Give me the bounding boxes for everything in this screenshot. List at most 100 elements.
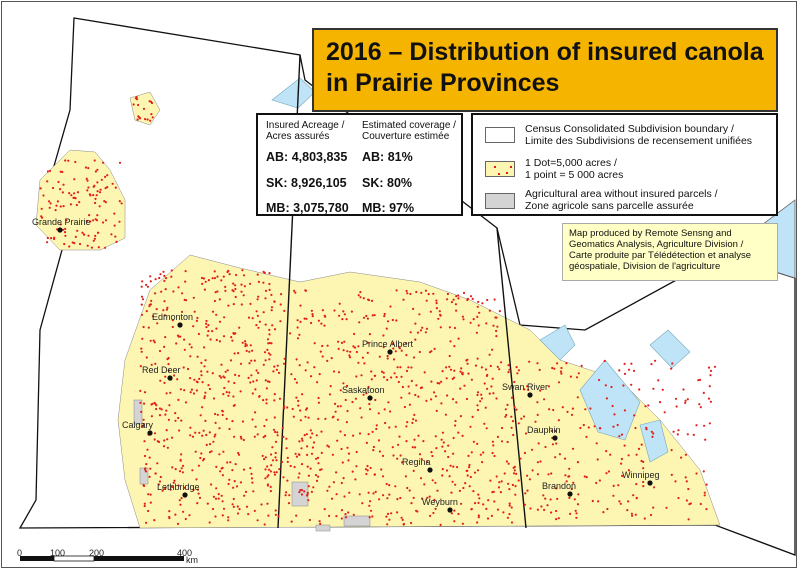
city-marker (182, 492, 188, 498)
canola-dot (158, 276, 161, 280)
canola-dot (531, 469, 534, 472)
canola-dot (218, 340, 221, 343)
canola-dot (164, 375, 167, 378)
canola-dot (192, 296, 195, 299)
canola-dot (440, 438, 443, 441)
canola-dot (269, 470, 272, 473)
canola-dot (263, 424, 266, 428)
insured-canola-dots (39, 96, 717, 527)
canola-dot (328, 393, 332, 396)
canola-dot (265, 402, 268, 405)
canola-dot (199, 456, 202, 460)
canola-dot (41, 216, 44, 219)
canola-dot (147, 493, 150, 496)
canola-dot (576, 461, 580, 464)
canola-dot (173, 374, 176, 377)
canola-dot (410, 502, 413, 505)
canola-dot (548, 408, 551, 411)
canola-dot (380, 468, 383, 471)
canola-dot (297, 404, 300, 407)
canola-dot (289, 332, 292, 335)
canola-dot (154, 292, 157, 295)
canola-dot (242, 294, 245, 297)
city-label: Prince Albert (362, 339, 414, 349)
canola-dot (96, 181, 99, 184)
canola-dot (435, 447, 438, 450)
canola-dot (627, 454, 630, 457)
canola-dot (194, 431, 197, 434)
canola-dot (342, 349, 345, 352)
canola-dot (268, 358, 271, 361)
canola-dot (503, 472, 506, 475)
canola-dot (239, 435, 242, 438)
canola-dot (192, 392, 196, 395)
canola-dot (241, 341, 244, 344)
canola-dot (399, 454, 402, 457)
canola-dot (332, 370, 336, 373)
canola-dot (143, 504, 146, 508)
canola-dot (565, 480, 568, 483)
canola-dot (290, 373, 293, 376)
canola-dot (571, 407, 575, 410)
canola-dot (245, 505, 249, 508)
canola-dot (618, 500, 621, 503)
canola-dot (153, 438, 156, 441)
canola-dot (338, 302, 341, 305)
canola-dot (430, 380, 433, 383)
canola-dot (486, 387, 489, 390)
canola-dot (439, 326, 442, 329)
canola-dot (216, 413, 219, 416)
canola-dot (159, 379, 162, 382)
canola-dot (140, 347, 143, 350)
canola-dot (461, 315, 464, 318)
canola-dot (94, 197, 97, 200)
canola-dot (232, 395, 235, 398)
canola-dot (425, 299, 428, 302)
canola-dot (351, 470, 354, 473)
canola-dot (491, 440, 494, 443)
canola-dot (265, 387, 268, 390)
canola-dot (416, 331, 420, 334)
canola-dot (256, 519, 259, 522)
canola-dot (118, 161, 122, 164)
canola-dot (104, 219, 108, 222)
canola-dot (539, 389, 542, 392)
canola-dot (498, 310, 501, 313)
canola-dot (485, 322, 488, 325)
uninsured-ag-areas (133, 399, 371, 532)
canola-dot (266, 380, 270, 383)
canola-dot (362, 393, 365, 396)
canola-dot (452, 436, 455, 440)
canola-dot (513, 465, 516, 468)
canola-dot (631, 514, 634, 517)
canola-dot (630, 383, 633, 386)
canola-dot (476, 393, 479, 397)
canola-dot (459, 387, 462, 390)
canola-dot (120, 202, 123, 205)
city-label: Grande Prairie (32, 217, 91, 227)
canola-dot (603, 359, 606, 363)
canola-dot (257, 280, 260, 283)
canola-dot (438, 382, 441, 385)
canola-dot (439, 313, 442, 316)
canola-dot (142, 422, 145, 426)
canola-dot (363, 362, 366, 365)
canola-dot (424, 331, 427, 334)
canola-dot (51, 186, 55, 190)
canola-dot (174, 412, 177, 415)
canola-dot (547, 385, 551, 388)
canola-dot (414, 338, 417, 341)
canola-dot (414, 419, 418, 422)
canola-dot (228, 391, 231, 394)
canola-dot (292, 415, 295, 418)
canola-dot (118, 200, 121, 203)
canola-dot (84, 166, 87, 169)
city-marker (447, 507, 453, 513)
canola-dot (222, 450, 225, 453)
canola-dot (264, 434, 267, 437)
canola-dot (192, 488, 195, 491)
canola-dot (276, 434, 279, 437)
canola-dot (303, 434, 306, 437)
canola-dot (618, 369, 621, 372)
canola-dot (448, 475, 451, 478)
